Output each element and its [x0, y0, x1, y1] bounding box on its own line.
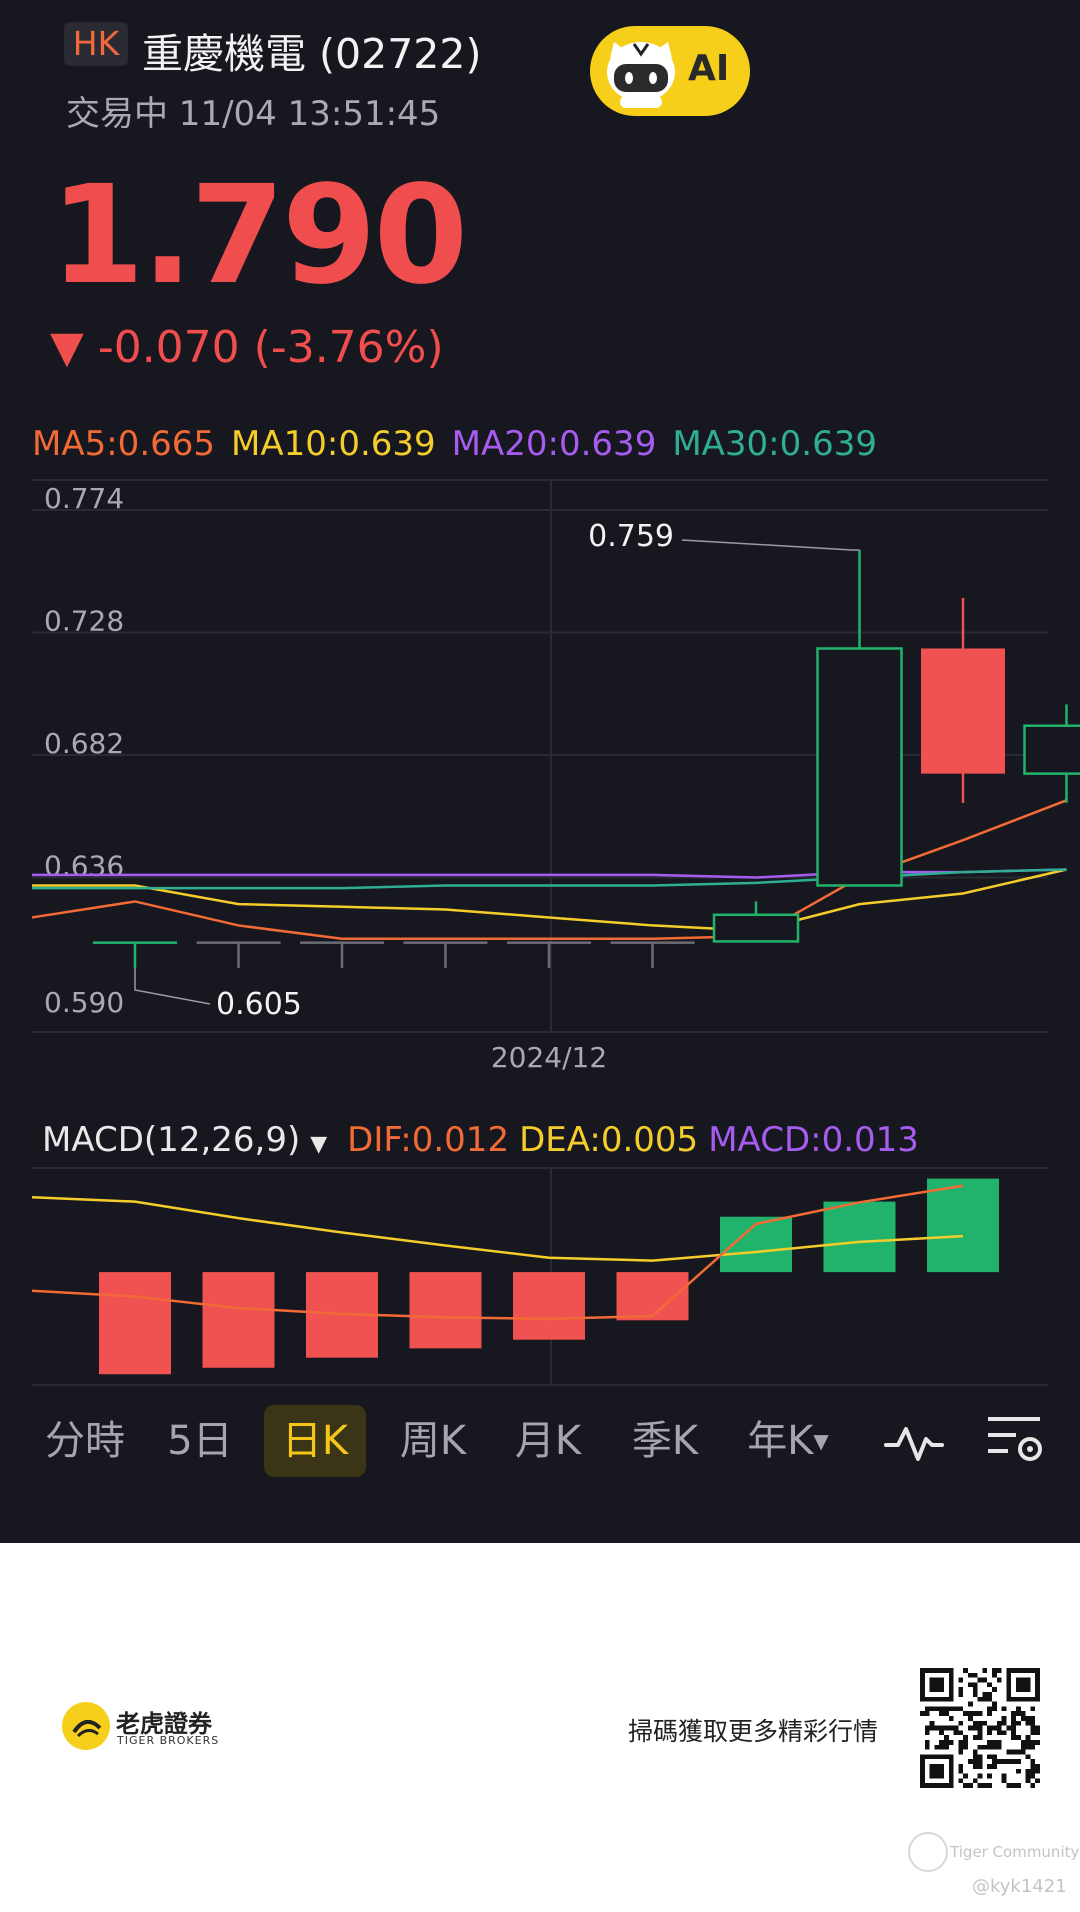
- ma10-line: [32, 868, 1067, 933]
- macd-title[interactable]: MACD(12,26,9): [42, 1120, 301, 1160]
- tiger-mascot-icon: [607, 42, 675, 108]
- period-tabs: 分時 5日 日K 周K 月K 季K 年K▼: [0, 1405, 1080, 1505]
- app-screen: HK 重慶機電 (02722) 交易中 11/04 13:51:45 AI 1.…: [0, 0, 1080, 1543]
- tiger-brokers-logo: [62, 1702, 110, 1750]
- macd-bar: [927, 1178, 999, 1273]
- ma20-line: [32, 868, 1067, 879]
- market-badge: HK: [64, 22, 128, 66]
- tab-yearly-k-label: 年K: [747, 1418, 814, 1464]
- ma20-label: MA20:0.639: [451, 424, 657, 464]
- macd-legend[interactable]: MACD(12,26,9) ▼ DIF:0.012 DEA:0.005 MACD:0.0…: [42, 1120, 929, 1160]
- y-tick-label: 0.590: [44, 986, 124, 1019]
- tiger-logo-icon: [72, 1720, 102, 1738]
- stock-title[interactable]: 重慶機電 (02722): [142, 30, 482, 78]
- candle[interactable]: [507, 941, 591, 969]
- tab-yearly-k[interactable]: 年K▼: [728, 1405, 848, 1477]
- chart-settings-icon[interactable]: [986, 1413, 1046, 1469]
- community-watermark-icon: [908, 1832, 948, 1872]
- qr-code[interactable]: [920, 1668, 1040, 1788]
- tab-quarterly-k[interactable]: 季K: [631, 1418, 699, 1464]
- macd-bar: [409, 1272, 482, 1349]
- tab-5day[interactable]: 5日: [167, 1418, 233, 1464]
- watermark-username: @kyk1421: [972, 1876, 1067, 1897]
- macd-bar: [823, 1201, 896, 1273]
- brand-name: 老虎證券: [116, 1710, 212, 1738]
- macd-bar: [202, 1272, 275, 1368]
- candle[interactable]: [1023, 704, 1080, 803]
- ma30-label: MA30:0.639: [672, 424, 877, 464]
- candle[interactable]: [93, 941, 177, 969]
- macd-bar: [513, 1272, 585, 1340]
- tab-monthly-k[interactable]: 月K: [514, 1418, 582, 1464]
- low-annotation: 0.605: [216, 987, 302, 1022]
- candle[interactable]: [610, 941, 695, 969]
- brand-subtitle: TIGER BROKERS: [117, 1734, 220, 1747]
- ai-label: AI: [688, 48, 730, 89]
- dea-line: [31, 1196, 964, 1262]
- candle[interactable]: [300, 941, 384, 969]
- y-tick-label: 0.636: [44, 850, 124, 883]
- x-tick-label: 2024/12: [491, 1041, 607, 1074]
- candle[interactable]: [403, 941, 488, 969]
- tab-intraday[interactable]: 分時: [45, 1418, 125, 1464]
- indicator-wave-icon[interactable]: [884, 1423, 944, 1463]
- tab-daily-k[interactable]: 日K: [264, 1405, 366, 1477]
- macd-bar: [99, 1272, 171, 1375]
- macd-value-label: MACD:0.013: [708, 1120, 919, 1160]
- macd-chart[interactable]: [0, 1160, 1080, 1390]
- community-watermark: Tiger Community: [950, 1843, 1080, 1861]
- ma-legend[interactable]: MA5:0.665 MA10:0.639 MA20:0.639 MA30:0.639: [32, 424, 893, 464]
- ma10-label: MA10:0.639: [231, 424, 436, 464]
- chevron-down-icon[interactable]: ▼: [310, 1132, 328, 1157]
- trading-status: 交易中 11/04 13:51:45: [66, 94, 441, 134]
- price-change: ▼ -0.070 (-3.76%): [50, 322, 444, 373]
- y-tick-label: 0.774: [44, 482, 124, 515]
- macd-bar: [616, 1272, 689, 1321]
- scan-prompt: 掃碼獲取更多精彩行情: [628, 1717, 879, 1746]
- y-tick-label: 0.682: [44, 727, 124, 760]
- dea-label: DEA:0.005: [519, 1120, 699, 1160]
- dif-line: [31, 1184, 964, 1321]
- ma5-label: MA5:0.665: [32, 424, 216, 464]
- ai-assistant-button[interactable]: AI: [590, 26, 750, 116]
- high-annotation: 0.759: [588, 519, 674, 554]
- candle[interactable]: [816, 549, 903, 887]
- dif-label: DIF:0.012: [347, 1120, 510, 1160]
- y-tick-label: 0.728: [44, 605, 124, 638]
- candle[interactable]: [921, 597, 1005, 803]
- last-price: 1.790: [50, 157, 468, 315]
- candle[interactable]: [196, 941, 281, 969]
- candlestick-chart[interactable]: 0.774 0.728 0.682 0.636 0.590 2024/12 0.759 0.…: [0, 470, 1080, 1090]
- tab-weekly-k[interactable]: 周K: [399, 1418, 467, 1464]
- candle[interactable]: [712, 901, 800, 943]
- chevron-down-icon: ▼: [813, 1429, 829, 1453]
